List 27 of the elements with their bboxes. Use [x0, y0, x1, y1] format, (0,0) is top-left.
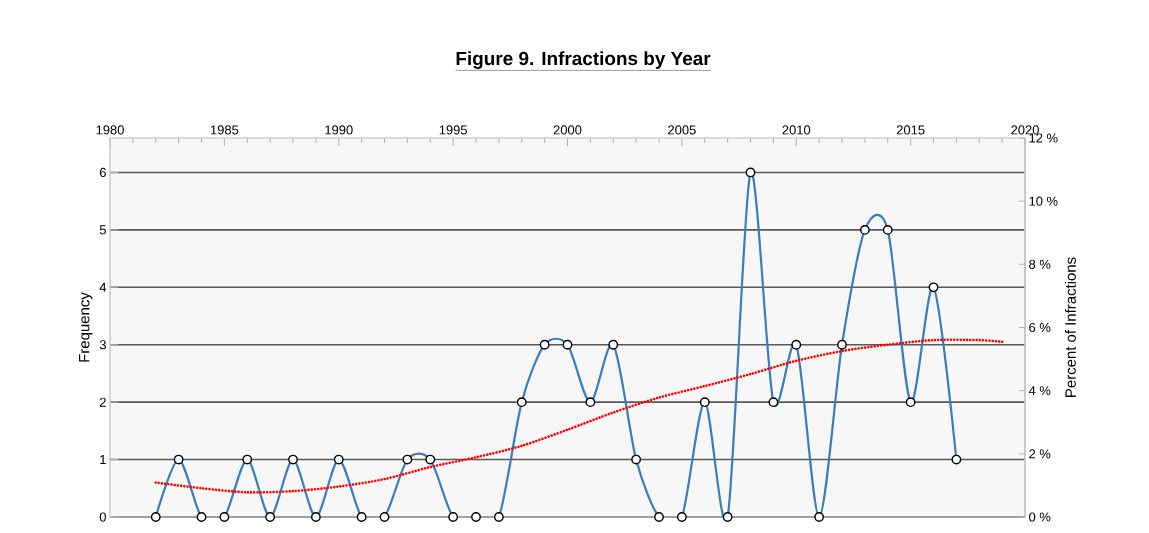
- y2-tick-label: 2 %: [1029, 449, 1051, 459]
- x-tick-label: 2005: [668, 125, 696, 135]
- y-tick-label: 0: [99, 512, 106, 522]
- y-tick-label: 6: [99, 167, 106, 178]
- y-tick-label: 1: [100, 455, 106, 465]
- line-series: [154, 338, 1004, 494]
- x-tick-label: 2010: [782, 125, 811, 135]
- y2-axis-title: Percent of Infractions: [1064, 257, 1076, 397]
- x-tick-label: 1985: [210, 125, 239, 135]
- x-tick-label: 2000: [553, 125, 582, 135]
- y2-tick-label: 6 %: [1029, 322, 1051, 333]
- y2-tick-label: 12 %: [1029, 133, 1058, 143]
- chart-title: Figure 9. Infractions by Year: [456, 51, 711, 70]
- y2-tick-label: 4 %: [1028, 386, 1051, 396]
- x-tick-label: 1980: [96, 125, 124, 135]
- y-tick-label: 3: [99, 340, 106, 350]
- x-tick-label: 2020: [1011, 125, 1039, 135]
- y2-tick-label: 8 %: [1029, 259, 1051, 269]
- x-tick-label: 1995: [439, 125, 467, 135]
- x-tick-label: 2015: [896, 125, 925, 135]
- y-tick-label: 4: [99, 282, 107, 292]
- y-axis-title: Frequency: [79, 292, 93, 362]
- y2-tick-label: 10 %: [1029, 196, 1058, 206]
- y2-tick-label: 0 %: [1029, 512, 1051, 522]
- x-tick-label: 1990: [325, 125, 353, 135]
- y-tick-label: 2: [99, 397, 106, 407]
- y-tick-label: 5: [99, 225, 106, 235]
